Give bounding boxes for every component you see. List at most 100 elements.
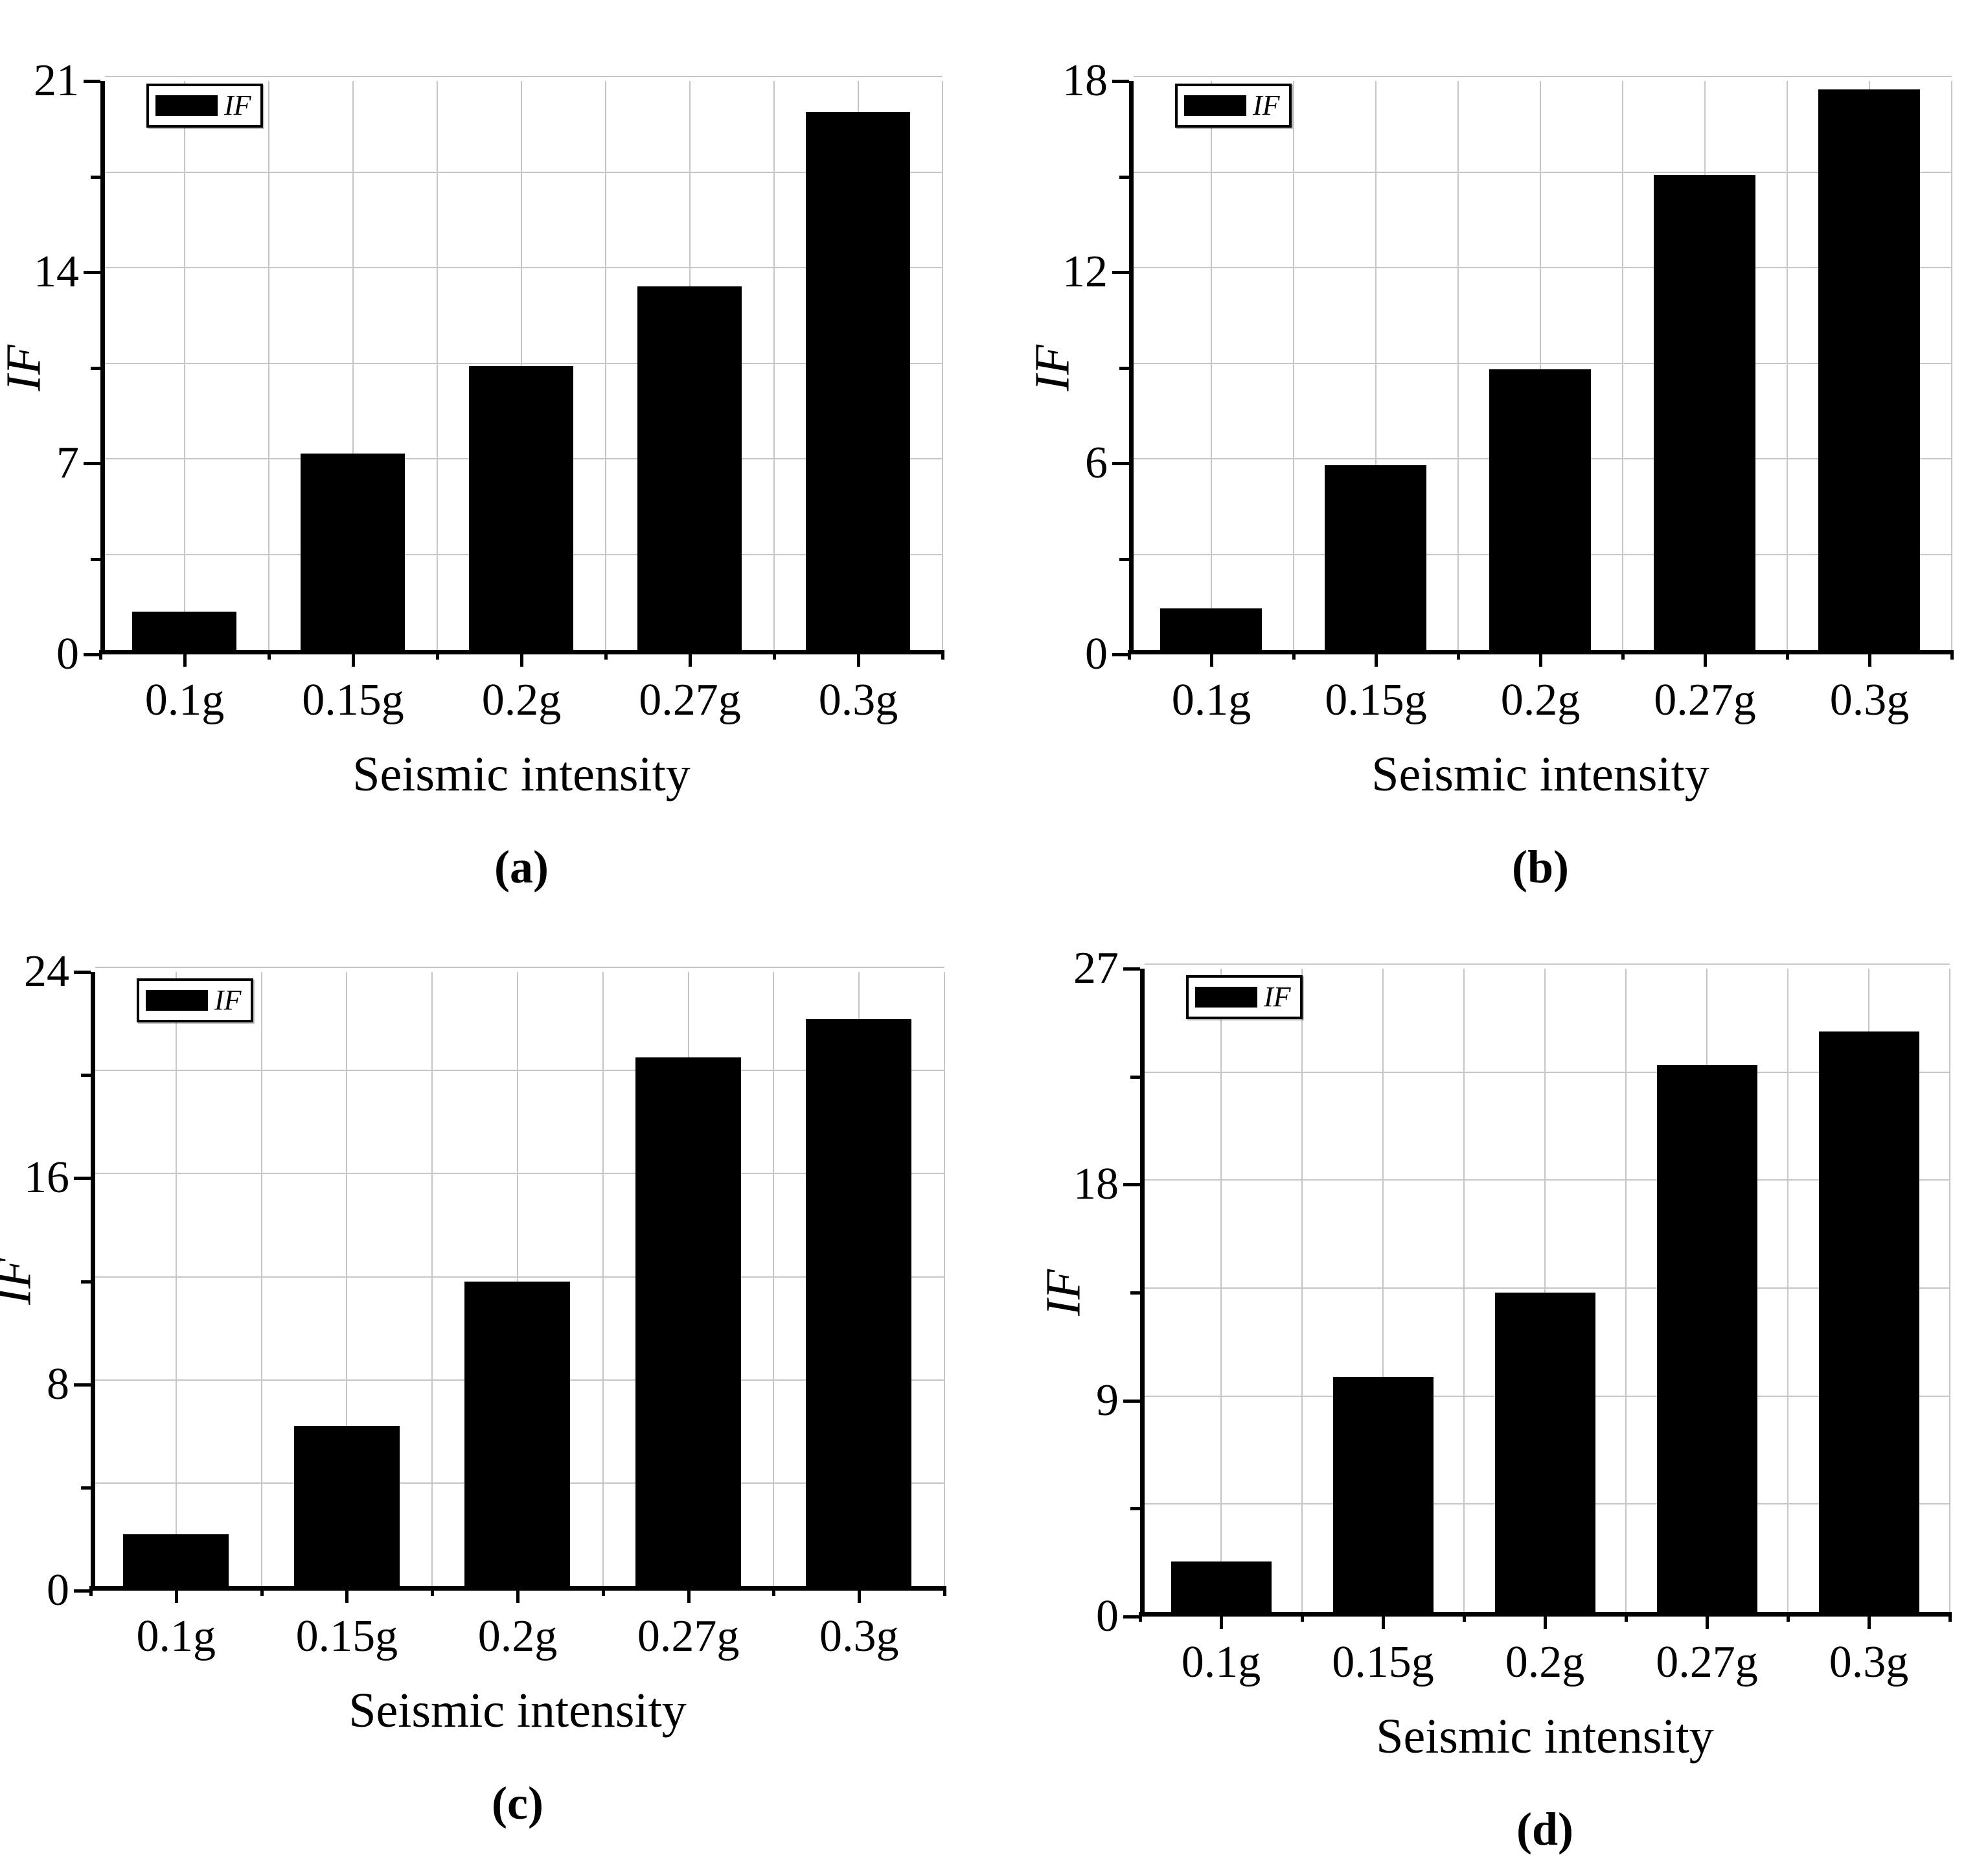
bar-0.1g <box>132 612 236 650</box>
bar-0.27g <box>1654 175 1755 650</box>
y-tick-label: 18 <box>1073 1159 1119 1210</box>
bar-0.3g <box>806 112 910 650</box>
h-gridline <box>105 362 943 364</box>
v-gridline <box>602 972 604 1591</box>
legend-b: IF <box>1175 84 1292 128</box>
x-minor-tick <box>604 650 608 660</box>
x-minor-tick <box>1292 650 1296 660</box>
y-major-tick <box>84 653 100 656</box>
panel-d: IF IF 0 9 18 27 0.1g 0.15g 0.2g 0.27g 0.3g Seism… <box>994 917 1988 1854</box>
x-axis-label-c: Seismic intensity <box>348 1683 687 1738</box>
bar-0.27g <box>637 286 742 650</box>
x-minor-tick <box>601 1586 605 1596</box>
h-gridline <box>95 1070 944 1072</box>
y-major-tick <box>74 1177 91 1181</box>
y-tick-label: 7 <box>56 438 79 488</box>
legend-d: IF <box>1186 975 1303 1019</box>
y-minor-tick <box>1130 1507 1140 1511</box>
y-tick-label: 27 <box>1073 943 1119 993</box>
plot-area-d: IF 0 9 18 27 0.1g 0.15g 0.2g 0.27g 0.3g <box>1073 946 1952 1687</box>
v-gridline <box>605 81 606 654</box>
h-gridline <box>105 171 943 173</box>
x-major-tick <box>516 1586 520 1603</box>
v-gridline <box>1457 81 1459 654</box>
h-gridline <box>1134 171 1952 173</box>
panel-caption-c: (c) <box>492 1777 543 1829</box>
v-gridline <box>346 972 348 1591</box>
h-gridline <box>95 1173 944 1175</box>
v-gridline <box>175 972 177 1591</box>
v-gridline <box>437 81 438 654</box>
y-minor-tick <box>81 1486 91 1490</box>
x-minor-tick <box>1457 650 1460 660</box>
x-major-tick <box>1704 650 1707 667</box>
v-gridline <box>517 972 518 1591</box>
v-gridline <box>1293 81 1294 654</box>
x-major-tick <box>687 1586 691 1603</box>
y-major-tick <box>84 462 100 465</box>
x-major-tick <box>345 1586 349 1603</box>
v-gridline <box>1301 969 1303 1617</box>
x-major-tick <box>1868 1612 1871 1629</box>
bar-0.1g <box>1160 608 1262 650</box>
legend-label: IF <box>224 89 251 121</box>
y-tick-label: 24 <box>24 947 69 997</box>
x-major-tick <box>858 1586 862 1603</box>
x-major-tick <box>1382 1612 1385 1629</box>
panel-a: IF IF 0 7 14 21 0.1g 0.15g 0.2g 0.27g 0.3g Seism… <box>0 0 994 917</box>
x-tick-label: 0.15g <box>1325 675 1427 725</box>
h-gridline <box>1145 963 1950 965</box>
bar-0.15g <box>1325 465 1426 650</box>
bar-0.27g <box>1657 1065 1757 1612</box>
x-major-tick <box>174 1586 178 1603</box>
legend-label: IF <box>1253 89 1280 121</box>
h-gridline <box>105 267 943 268</box>
y-tick-label: 16 <box>24 1153 69 1203</box>
x-minor-tick <box>1787 1612 1790 1622</box>
x-major-tick <box>520 650 523 667</box>
y-tick-label: 0 <box>56 629 79 679</box>
x-tick-label: 0.2g <box>477 1611 558 1661</box>
x-tick-label: 0.2g <box>1500 675 1581 725</box>
h-gridline <box>1145 1071 1950 1073</box>
x-major-tick <box>1706 1612 1709 1629</box>
x-tick-label: 0.1g <box>136 1611 216 1661</box>
y-minor-tick <box>1130 1075 1140 1079</box>
v-gridline <box>1220 969 1222 1617</box>
x-minor-tick <box>260 1586 264 1596</box>
bar-0.2g <box>464 1282 570 1586</box>
legend-label: IF <box>1264 981 1291 1013</box>
v-gridline <box>1949 969 1950 1617</box>
x-tick-label: 0.27g <box>1656 1637 1758 1687</box>
v-gridline <box>942 81 943 654</box>
y-tick-label: 8 <box>47 1359 69 1409</box>
y-major-tick <box>84 271 100 274</box>
h-gridline <box>1134 362 1952 364</box>
h-gridline <box>95 1276 944 1278</box>
y-major-tick <box>1123 1399 1140 1403</box>
y-minor-tick <box>81 1280 91 1284</box>
x-major-tick <box>1210 650 1213 667</box>
legend-c: IF <box>137 978 253 1022</box>
y-major-tick <box>1112 271 1129 274</box>
v-gridline <box>1211 81 1212 654</box>
x-tick-label: 0.27g <box>637 1611 740 1661</box>
x-minor-tick <box>1128 650 1131 660</box>
bar-0.3g <box>1819 1031 1919 1612</box>
x-major-tick <box>1220 1612 1223 1629</box>
x-minor-tick <box>1625 1612 1628 1622</box>
y-major-tick <box>1112 80 1129 83</box>
x-tick-label: 0.1g <box>1171 675 1251 725</box>
x-minor-tick <box>941 650 944 660</box>
x-major-tick <box>857 650 860 667</box>
panel-caption-d: (d) <box>1516 1803 1573 1855</box>
plot-area-a: IF 0 7 14 21 0.1g 0.15g 0.2g 0.27g 0.3g <box>34 58 944 725</box>
x-tick-label: 0.2g <box>481 675 562 725</box>
x-minor-tick <box>772 1586 776 1596</box>
y-major-tick <box>1123 1183 1140 1187</box>
y-tick-label: 21 <box>34 56 79 106</box>
y-axis-label-b: IF <box>1025 344 1080 391</box>
bar-0.2g <box>1495 1293 1595 1612</box>
y-major-tick <box>84 80 100 83</box>
bar-0.15g <box>301 454 405 650</box>
